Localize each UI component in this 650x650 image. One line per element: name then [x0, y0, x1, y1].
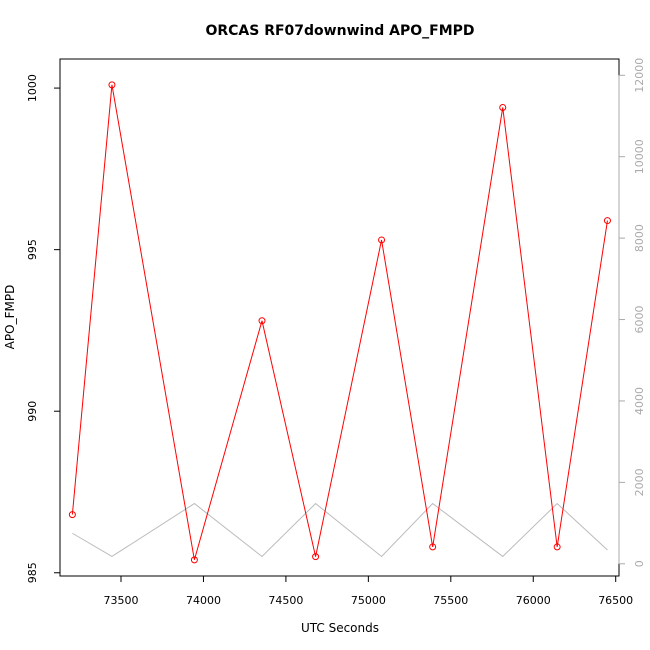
data-point: [378, 236, 386, 244]
data-point: [429, 543, 437, 551]
data-point: [553, 543, 561, 551]
x-tick-label: 73500: [104, 594, 139, 607]
data-point: [312, 553, 320, 561]
y2-tick-label: 4000: [633, 387, 646, 415]
y-axis-label: APO_FMPD: [3, 285, 17, 350]
data-point: [190, 556, 198, 564]
y2-tick-label: 2000: [633, 468, 646, 496]
y2-tick-label: 12000: [633, 58, 646, 93]
series-line-left: [71, 84, 608, 560]
y-tick-label: 990: [26, 401, 39, 422]
y2-tick-label: 0: [633, 560, 646, 567]
x-axis: 73500 74000 74500 75000 75500 76000 76500: [104, 575, 633, 607]
data-point: [603, 217, 611, 225]
x-tick-label: 74000: [186, 594, 221, 607]
y-axis-left: 985 990 995 1000: [26, 74, 60, 583]
y-tick-label: 1000: [26, 74, 39, 102]
x-tick-label: 75500: [433, 594, 468, 607]
x-tick-label: 75000: [351, 594, 386, 607]
x-tick-label: 76000: [516, 594, 551, 607]
data-point: [108, 81, 116, 89]
data-point: [258, 317, 266, 325]
y-axis-right: 0 2000 4000 6000 8000 10000 12000: [618, 58, 646, 567]
y-tick-label: 995: [26, 239, 39, 260]
x-axis-label: UTC Seconds: [301, 621, 379, 635]
chart-title: ORCAS RF07downwind APO_FMPD: [205, 23, 474, 39]
x-tick-label: 76500: [598, 594, 633, 607]
plot-frame: [59, 58, 620, 577]
y-tick-label: 985: [26, 562, 39, 583]
data-point: [68, 511, 76, 519]
data-point: [499, 103, 507, 111]
y2-tick-label: 8000: [633, 224, 646, 252]
y2-tick-label: 10000: [633, 139, 646, 174]
series-line-right: [72, 502, 608, 558]
series-layer: [68, 81, 611, 564]
y2-tick-label: 6000: [633, 306, 646, 334]
x-tick-label: 74500: [268, 594, 303, 607]
